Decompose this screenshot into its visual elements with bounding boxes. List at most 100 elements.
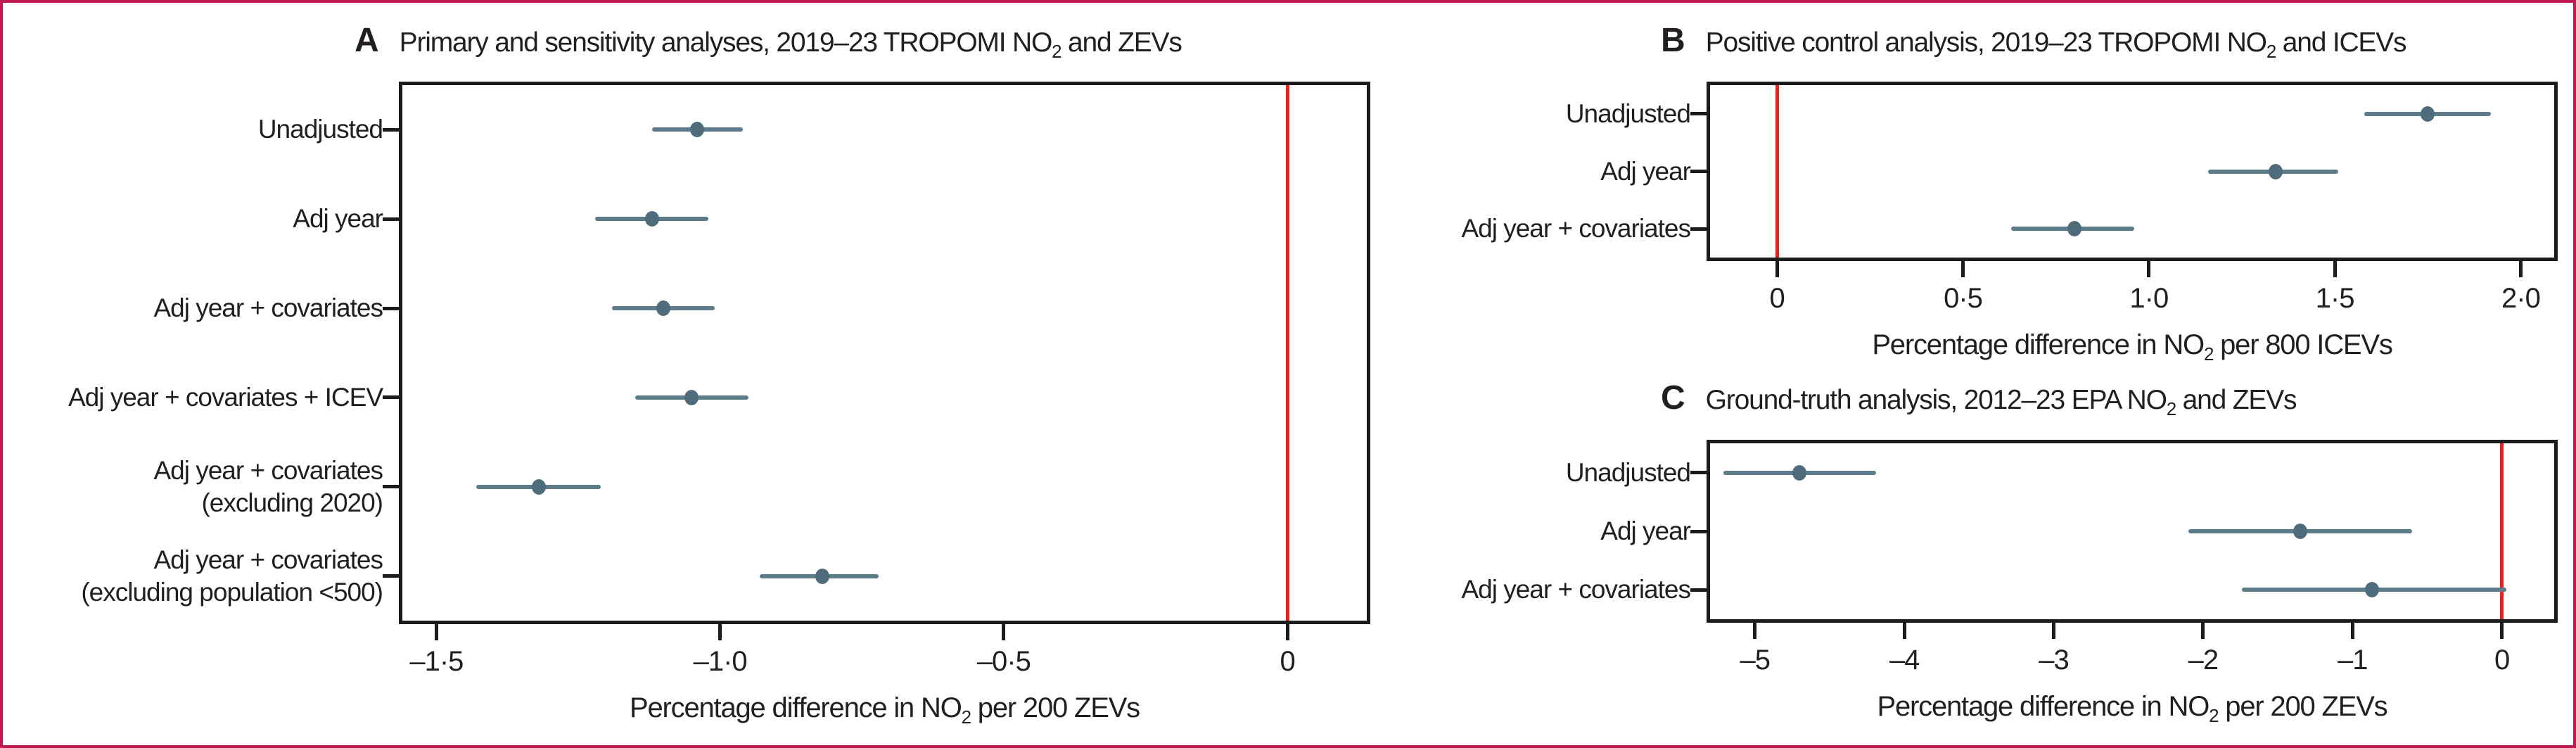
x-tick-label: –1·5 — [409, 646, 464, 677]
panel-b-plot-area: Unadjusted Adj year Adj year + covariates 0… — [1461, 82, 2558, 363]
estimate-dot — [1792, 464, 1807, 481]
estimate-dot — [2421, 106, 2435, 122]
x-axis-label: Percentage difference in NO2 per 200 ZEV… — [402, 692, 1367, 726]
row-label: Adj year + covariates + ICEV — [3, 381, 383, 414]
row-label: Adj year + covariates (excluding populati… — [3, 544, 383, 609]
x-tick — [2518, 259, 2523, 277]
row-label: Unadjusted — [1311, 98, 1691, 130]
x-tick — [718, 622, 722, 640]
row-label-line: Adj year + covariates + ICEV — [68, 382, 383, 412]
zero-reference-line — [1775, 85, 1779, 258]
x-tick-label: –4 — [1889, 645, 1920, 676]
y-tick — [1690, 471, 1707, 475]
row-label: Unadjusted — [1311, 457, 1691, 489]
x-tick — [2147, 259, 2151, 277]
row-label-line: (excluding 2020) — [201, 488, 383, 517]
panel-a-title: A Primary and sensitivity analyses, 2019… — [355, 21, 1182, 62]
row-label-line: Adj year + covariates — [153, 293, 383, 323]
row-label: Adj year + covariates — [1311, 573, 1691, 606]
x-tick — [1775, 259, 1779, 277]
row-label-line: Unadjusted — [257, 115, 383, 144]
y-tick — [383, 574, 399, 578]
x-tick — [1285, 622, 1289, 640]
row-label-line: Adj year + covariates — [153, 455, 383, 485]
estimate-dot — [815, 568, 829, 584]
y-tick — [383, 127, 399, 132]
x-tick-label: 0 — [2494, 645, 2510, 676]
x-tick-label: –0·5 — [976, 646, 1031, 677]
x-tick-label: 2·0 — [2501, 283, 2541, 314]
x-axis-label-text: Percentage difference in NO — [1872, 329, 2205, 360]
x-tick — [2051, 621, 2055, 639]
x-tick — [1002, 622, 1006, 640]
panel-c-title-text: Ground-truth analysis, 2012–23 EPA NO2 a… — [1705, 385, 2297, 419]
y-tick — [383, 485, 399, 489]
x-axis-label-subscript: 2 — [961, 706, 971, 728]
row-label: Adj year + covariates — [1311, 213, 1691, 245]
row-label-line: Adj year — [1600, 516, 1691, 545]
estimate-dot — [684, 389, 699, 405]
estimate-dot — [690, 122, 705, 138]
row-label: Adj year — [1311, 156, 1691, 188]
estimate-dot — [2364, 582, 2379, 598]
x-axis-label-subscript: 2 — [2209, 705, 2219, 726]
x-tick — [2350, 621, 2354, 639]
row-label-line: Adj year + covariates — [153, 545, 383, 574]
row-label-line: Adj year + covariates — [1461, 575, 1691, 604]
x-axis-label-text: per 800 ICEVs — [2213, 329, 2393, 360]
x-axis-label-text: Percentage difference in NO — [1877, 691, 2210, 722]
x-tick-label: 0 — [1769, 283, 1785, 314]
x-tick — [1902, 621, 1906, 639]
estimate-dot — [644, 211, 659, 227]
row-label-line: Adj year — [1600, 156, 1691, 186]
panel-b-letter: B — [1661, 22, 1685, 59]
panel-b-title: B Positive control analysis, 2019–23 TRO… — [1661, 21, 2407, 61]
x-axis-label-text: per 200 ZEVs — [970, 692, 1140, 723]
plot-frame — [399, 82, 1370, 624]
x-tick-label: 1·5 — [2315, 283, 2355, 314]
x-tick — [434, 622, 438, 640]
panel-c-letter: C — [1661, 379, 1685, 417]
x-tick — [2333, 259, 2337, 277]
row-label-line: Unadjusted — [1565, 457, 1691, 487]
x-tick — [1960, 259, 1965, 277]
x-axis-label-subscript: 2 — [2203, 343, 2214, 365]
y-tick — [1690, 227, 1707, 231]
estimate-dot — [531, 478, 546, 495]
zero-reference-line — [2500, 443, 2504, 619]
estimate-dot — [656, 300, 670, 317]
row-label: Adj year + covariates — [3, 292, 383, 324]
row-label: Adj year — [1311, 515, 1691, 547]
x-tick-label: 0 — [1280, 646, 1295, 677]
row-label-line: Adj year + covariates — [1461, 214, 1691, 243]
y-tick — [383, 306, 399, 310]
x-axis-label-text: Percentage difference in NO — [630, 692, 962, 723]
x-axis-label: Percentage difference in NO2 per 200 ZEV… — [1710, 691, 2554, 726]
y-tick — [383, 395, 399, 400]
estimate-dot — [2067, 221, 2082, 237]
row-label: Adj year + covariates (excluding 2020) — [3, 455, 383, 519]
x-tick-label: 0·5 — [1944, 283, 1983, 314]
zero-reference-line — [1285, 85, 1289, 621]
y-tick — [1690, 170, 1707, 173]
x-tick-label: 1·0 — [2129, 283, 2169, 314]
x-tick-label: –5 — [1740, 645, 1771, 676]
panel-a-letter: A — [355, 22, 379, 59]
estimate-dot — [2268, 163, 2283, 179]
x-tick-label: –3 — [2039, 645, 2070, 676]
row-label-line: Adj year — [293, 204, 383, 234]
panel-c-plot-area: Unadjusted Adj year Adj year + covariates –… — [1461, 440, 2558, 725]
y-tick — [1690, 529, 1707, 533]
x-axis-label-text: per 200 ZEVs — [2218, 691, 2387, 722]
panel-a-plot-area: Unadjusted Adj year Adj year + covariates A… — [68, 82, 1370, 726]
x-tick-label: –2 — [2188, 645, 2219, 676]
row-label-line: (excluding population <500) — [81, 577, 383, 607]
x-tick — [1753, 621, 1757, 639]
x-tick-label: –1 — [2338, 645, 2368, 676]
row-label: Unadjusted — [3, 113, 383, 146]
panel-a-title-text: Primary and sensitivity analyses, 2019–2… — [399, 27, 1182, 62]
y-tick — [1690, 112, 1707, 116]
row-label-line: Unadjusted — [1565, 99, 1691, 128]
plot-frame — [1707, 440, 2558, 623]
